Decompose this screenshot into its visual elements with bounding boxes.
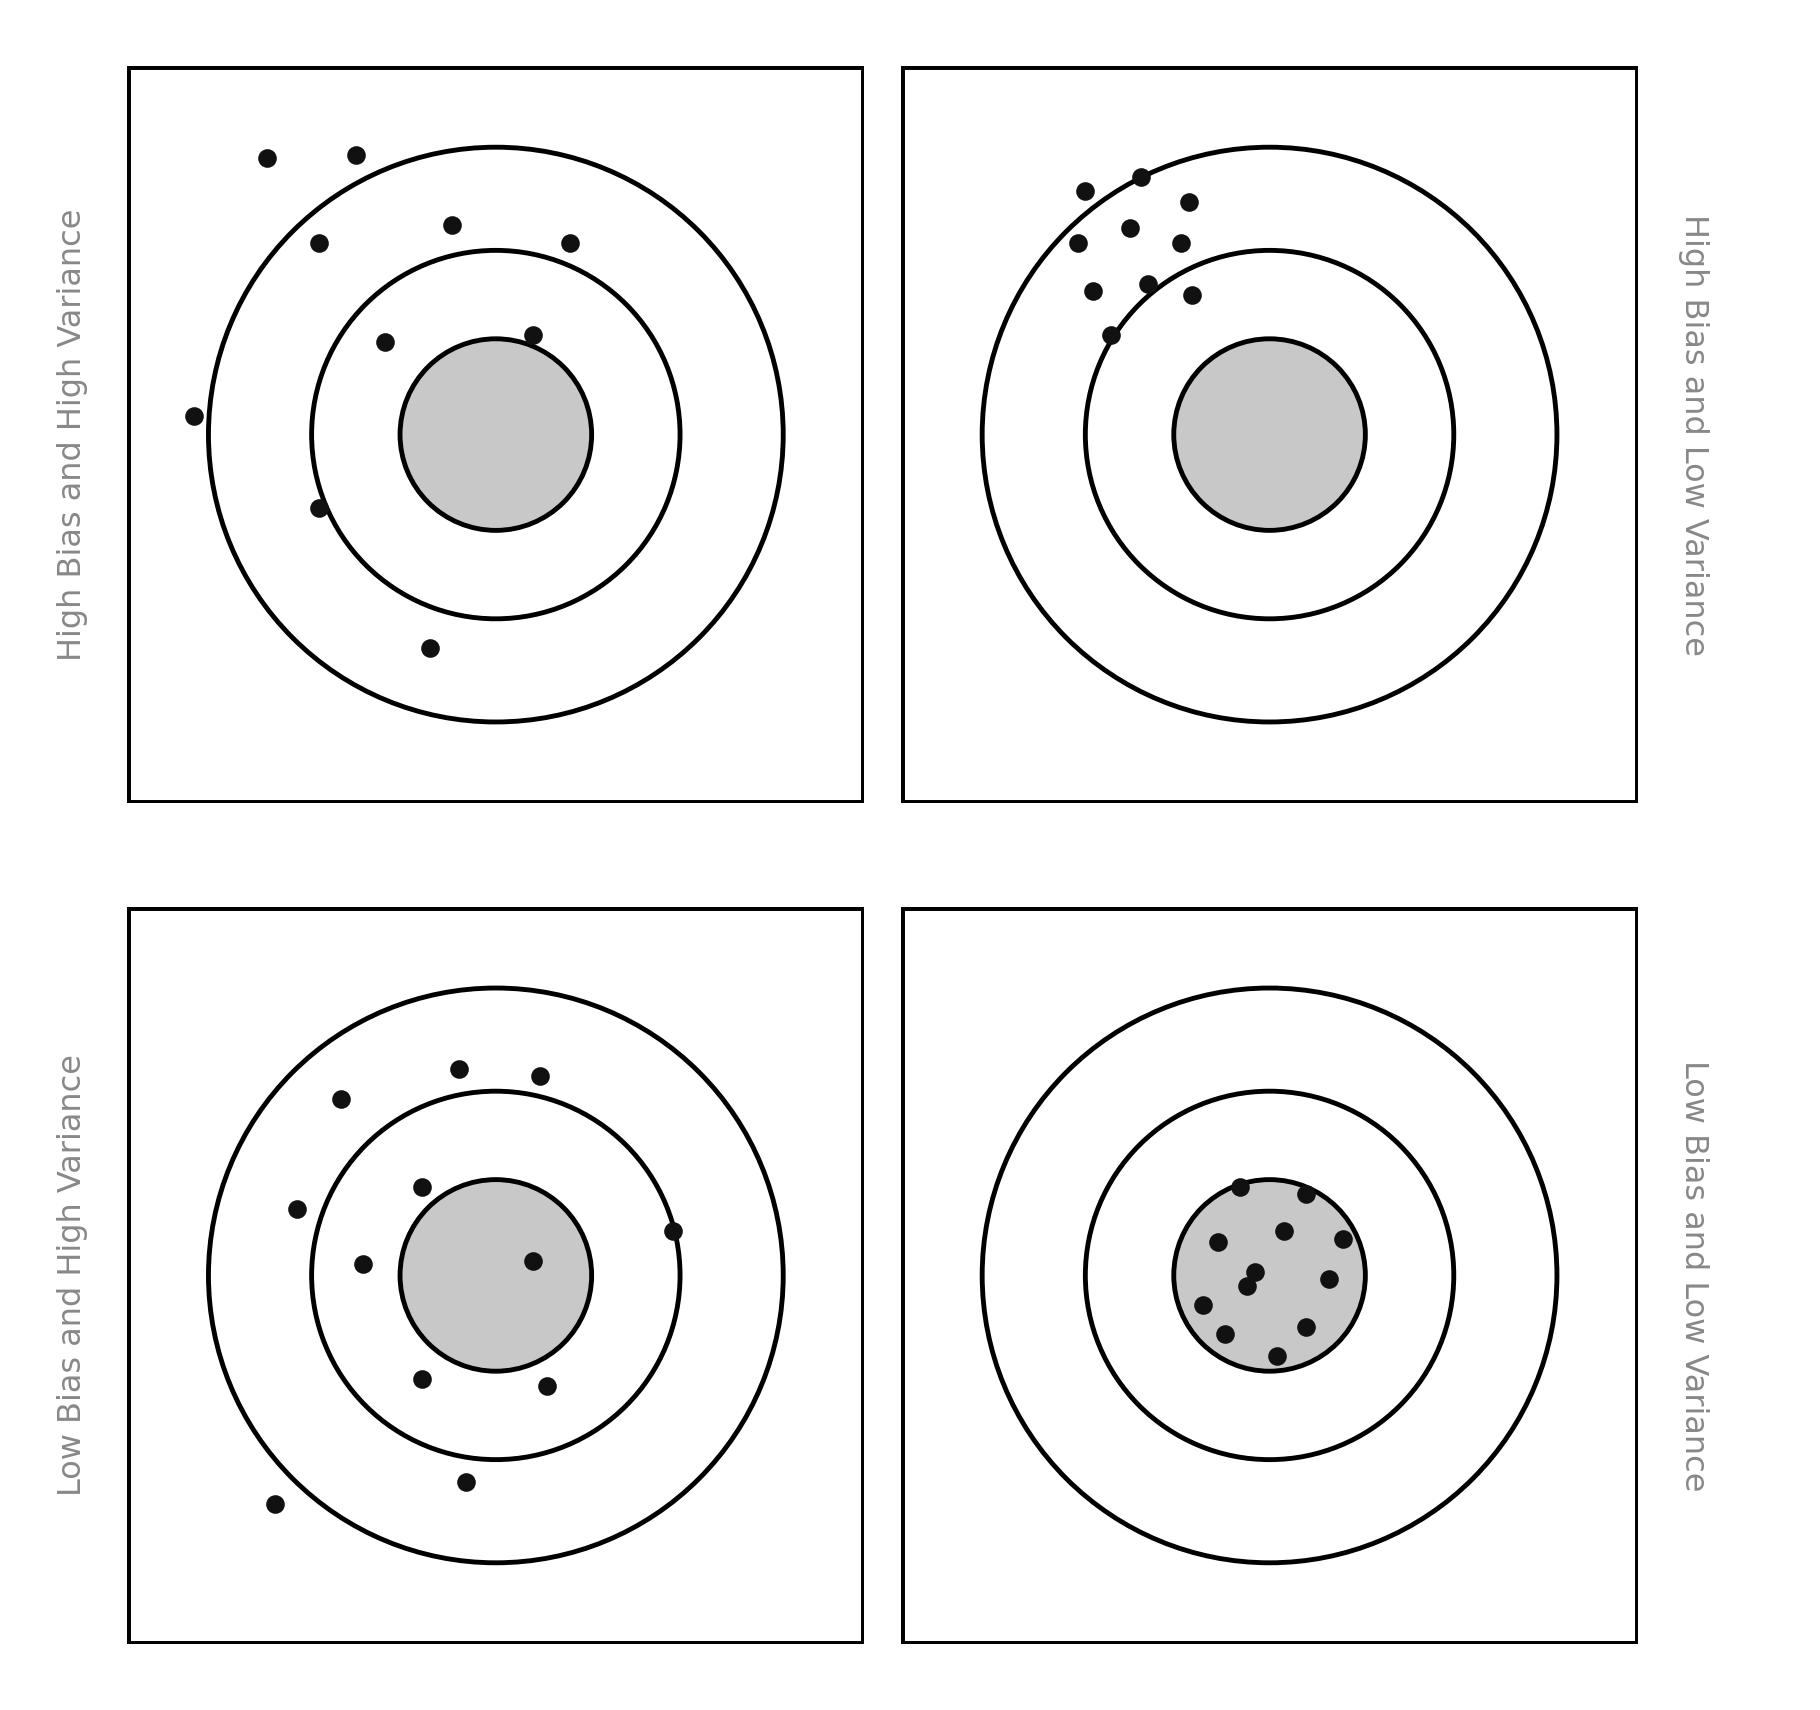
Text: Low Bias and Low Variance: Low Bias and Low Variance	[1678, 1060, 1709, 1491]
Point	[282, 1195, 311, 1223]
Point	[1116, 214, 1145, 241]
Point	[1270, 1218, 1299, 1245]
Circle shape	[400, 1180, 592, 1371]
Circle shape	[400, 339, 592, 530]
Point	[1232, 1272, 1261, 1300]
Text: High Bias and High Variance: High Bias and High Variance	[56, 209, 87, 660]
Point	[444, 1055, 473, 1082]
Point	[1077, 277, 1107, 304]
Point	[326, 1084, 355, 1112]
Point	[408, 1173, 437, 1200]
Point	[178, 402, 207, 429]
Point	[1263, 1342, 1292, 1370]
Point	[304, 229, 333, 256]
Point	[437, 210, 466, 238]
Point	[1097, 321, 1127, 349]
Circle shape	[209, 988, 783, 1563]
Point	[1167, 229, 1196, 256]
Circle shape	[983, 147, 1556, 722]
Point	[342, 140, 371, 168]
Point	[1070, 178, 1099, 205]
Point	[1292, 1180, 1321, 1207]
Point	[260, 1489, 289, 1517]
Point	[1292, 1313, 1321, 1341]
Point	[519, 321, 548, 349]
Point	[253, 145, 282, 173]
Circle shape	[1085, 250, 1454, 619]
Point	[1210, 1320, 1239, 1347]
Point	[1134, 270, 1163, 298]
Text: Low Bias and High Variance: Low Bias and High Variance	[56, 1055, 87, 1496]
Point	[408, 1365, 437, 1392]
Circle shape	[1085, 1091, 1454, 1460]
Point	[1329, 1224, 1358, 1252]
Point	[304, 494, 333, 522]
Point	[1314, 1265, 1343, 1293]
Circle shape	[983, 988, 1556, 1563]
Point	[1174, 188, 1203, 215]
Point	[533, 1371, 562, 1399]
Circle shape	[1174, 1180, 1365, 1371]
Point	[451, 1469, 480, 1496]
Circle shape	[311, 250, 681, 619]
Circle shape	[311, 1091, 681, 1460]
Text: High Bias and Low Variance: High Bias and Low Variance	[1678, 214, 1709, 655]
Point	[1127, 162, 1156, 190]
Point	[1239, 1259, 1269, 1286]
Point	[415, 634, 444, 662]
Point	[1203, 1228, 1232, 1255]
Point	[349, 1250, 379, 1277]
Point	[1063, 229, 1092, 256]
Point	[1188, 1291, 1218, 1318]
Point	[659, 1218, 688, 1245]
Circle shape	[1174, 339, 1365, 530]
Point	[1225, 1173, 1254, 1200]
Point	[371, 328, 400, 356]
Circle shape	[209, 147, 783, 722]
Point	[519, 1247, 548, 1274]
Point	[1178, 280, 1207, 308]
Point	[555, 229, 584, 256]
Point	[526, 1064, 555, 1091]
